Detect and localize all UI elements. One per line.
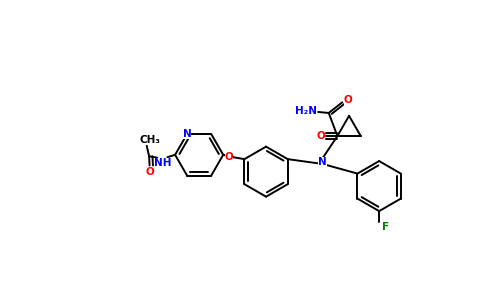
Text: O: O [316, 131, 325, 141]
Text: O: O [344, 95, 352, 105]
Text: F: F [382, 222, 389, 232]
Text: NH: NH [154, 158, 172, 169]
Text: N: N [318, 157, 327, 167]
Text: O: O [225, 152, 233, 162]
Text: H₂N: H₂N [295, 106, 317, 116]
Text: CH₃: CH₃ [139, 135, 161, 145]
Text: N: N [183, 129, 192, 139]
Text: O: O [145, 167, 154, 177]
